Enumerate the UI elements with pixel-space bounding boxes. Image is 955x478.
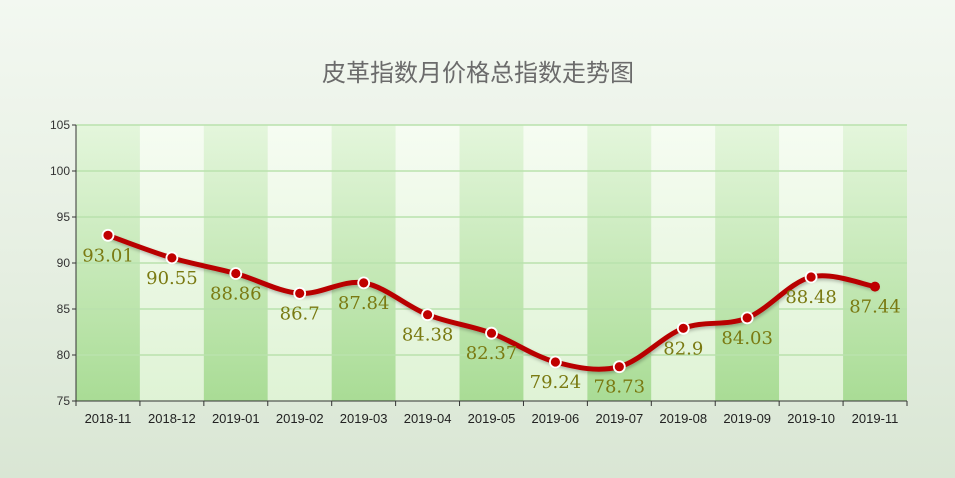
data-point [870, 281, 880, 292]
x-tick-label: 2018-11 [85, 411, 132, 426]
data-label: 79.24 [530, 372, 582, 393]
data-label: 82.37 [466, 343, 518, 364]
y-axis-ticks: 75 80 85 90 95 100 105 [50, 118, 76, 408]
x-tick-label: 2019-06 [532, 411, 580, 426]
x-tick-label: 2019-03 [340, 411, 388, 426]
data-label: 87.44 [849, 297, 901, 318]
data-point [485, 326, 498, 340]
y-tick-label: 105 [50, 118, 70, 132]
x-tick-label: 2019-09 [723, 411, 771, 426]
data-label: 90.55 [146, 268, 198, 289]
x-tick-label: 2019-04 [404, 411, 452, 426]
data-label: 84.03 [721, 328, 773, 349]
data-point [165, 251, 179, 265]
data-point [229, 267, 243, 280]
y-tick-label: 90 [57, 256, 71, 270]
x-tick-label: 2018-12 [148, 411, 196, 426]
x-tick-label: 2019-05 [468, 411, 516, 426]
data-point [421, 308, 435, 322]
data-label: 78.73 [594, 377, 646, 398]
y-tick-label: 80 [57, 348, 71, 362]
data-point [293, 286, 307, 300]
x-axis-ticks: 2018-11 2018-12 2019-01 2019-02 2019-03 2019-… [75, 401, 908, 426]
data-label: 88.86 [210, 284, 262, 305]
y-tick-label: 95 [57, 210, 71, 224]
x-tick-label: 2019-08 [659, 411, 707, 426]
data-label: 88.48 [785, 287, 837, 308]
x-tick-label: 2019-10 [787, 411, 835, 426]
data-point [357, 276, 371, 290]
data-label: 82.9 [663, 338, 703, 359]
data-label: 86.7 [280, 303, 320, 324]
data-point [676, 321, 690, 335]
data-point [804, 270, 818, 284]
data-point [101, 228, 115, 242]
data-point [549, 355, 562, 369]
x-tick-label: 2019-01 [212, 411, 260, 426]
data-labels: 93.01 90.55 88.86 86.7 87.84 84.38 82.37 79.24 7… [82, 245, 901, 397]
chart-title: 皮革指数月价格总指数走势图 [322, 59, 634, 87]
x-tick-label: 2019-11 [852, 411, 899, 426]
data-point [740, 311, 754, 325]
y-tick-label: 75 [57, 394, 71, 408]
y-tick-label: 85 [57, 302, 71, 316]
data-label: 87.84 [338, 293, 390, 314]
data-points [101, 228, 880, 374]
data-point [612, 360, 626, 374]
x-tick-label: 2019-07 [595, 411, 643, 426]
data-label: 84.38 [402, 325, 454, 346]
x-tick-label: 2019-02 [276, 411, 324, 426]
gridlines [76, 124, 907, 356]
data-label: 93.01 [82, 245, 134, 266]
y-tick-label: 100 [50, 164, 70, 178]
